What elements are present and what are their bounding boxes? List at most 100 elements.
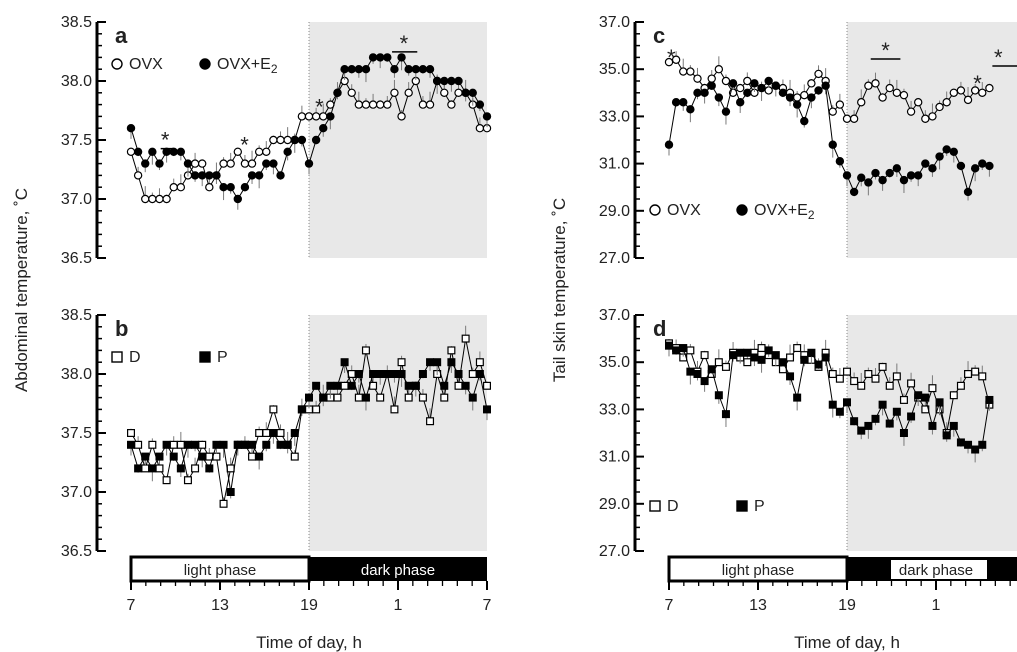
dark-phase-label: dark phase — [899, 562, 973, 579]
data-point — [461, 334, 470, 343]
data-point — [383, 370, 392, 379]
data-point — [233, 440, 242, 449]
data-point — [842, 367, 851, 376]
data-point — [141, 464, 150, 473]
data-point — [319, 393, 328, 402]
data-point — [361, 64, 371, 74]
data-point — [842, 171, 852, 180]
data-point — [906, 107, 916, 116]
data-point — [828, 400, 837, 409]
data-point — [679, 344, 688, 353]
light-phase-label: light phase — [722, 562, 795, 579]
data-point — [686, 346, 695, 355]
data-point — [482, 112, 492, 121]
data-point — [126, 429, 135, 438]
data-point — [786, 372, 795, 381]
data-point — [354, 370, 363, 379]
data-point — [440, 76, 449, 86]
data-point — [205, 182, 214, 192]
data-point — [226, 182, 235, 192]
data-point — [785, 93, 795, 102]
data-point — [864, 421, 873, 430]
data-point — [254, 147, 264, 156]
data-point — [842, 114, 852, 123]
data-point — [714, 391, 723, 400]
data-point — [376, 100, 385, 109]
data-point — [914, 98, 923, 107]
data-point — [935, 152, 944, 161]
x-axis-label: Time of day, h — [794, 633, 900, 652]
data-point — [176, 147, 186, 156]
data-point — [397, 53, 406, 62]
data-point — [800, 90, 809, 100]
data-point — [276, 135, 285, 145]
data-point — [807, 79, 816, 88]
data-point — [141, 194, 150, 204]
data-point — [835, 100, 845, 109]
data-point — [949, 391, 958, 400]
data-point — [155, 452, 164, 461]
legend-marker — [736, 204, 748, 216]
data-point — [764, 346, 773, 355]
data-point — [928, 421, 937, 430]
data-point — [985, 161, 994, 171]
data-point — [736, 83, 745, 93]
data-point — [233, 147, 242, 156]
y-tick-label: 31.0 — [599, 156, 630, 173]
data-point — [978, 372, 987, 381]
data-point — [240, 159, 250, 168]
data-point — [219, 159, 228, 168]
data-point — [340, 381, 349, 390]
data-point — [219, 182, 228, 192]
y-tick-label: 38.0 — [61, 73, 92, 90]
data-point — [219, 499, 228, 508]
data-point — [283, 147, 292, 156]
data-point — [141, 159, 150, 168]
panel-label: c — [653, 23, 665, 48]
data-point — [248, 452, 257, 461]
data-point — [269, 405, 278, 414]
data-point — [240, 440, 249, 449]
data-point — [985, 395, 994, 404]
data-point — [475, 123, 485, 133]
data-point — [664, 57, 674, 67]
data-point — [233, 194, 242, 204]
significance-asterisk: * — [161, 128, 170, 153]
data-point — [679, 67, 688, 76]
data-point — [197, 159, 207, 168]
data-point — [155, 464, 164, 473]
data-point — [978, 159, 987, 168]
data-point — [721, 362, 730, 371]
data-point — [714, 93, 724, 102]
data-point — [721, 410, 730, 419]
data-point — [226, 488, 235, 497]
data-point — [468, 88, 477, 98]
significance-asterisk: * — [667, 45, 676, 70]
data-point — [269, 159, 278, 168]
y-tick-label: 29.0 — [599, 496, 630, 513]
significance-asterisk: * — [315, 95, 324, 120]
data-point — [397, 370, 406, 379]
panel-label: b — [115, 316, 128, 341]
data-point — [928, 112, 937, 121]
data-point — [807, 348, 816, 357]
data-point — [743, 348, 752, 357]
data-point — [468, 393, 477, 402]
data-point — [814, 86, 823, 95]
dark-phase-label: dark phase — [361, 562, 435, 579]
data-point — [126, 147, 136, 156]
data-point — [333, 393, 342, 402]
data-point — [376, 393, 385, 402]
legend-marker — [111, 58, 123, 70]
light-phase-bar — [667, 555, 849, 583]
data-point — [899, 175, 909, 185]
data-point — [871, 414, 880, 423]
data-point — [928, 384, 937, 393]
data-point — [283, 135, 292, 145]
y-tick-label: 31.0 — [599, 449, 630, 466]
data-point — [162, 476, 171, 485]
legend-label: P — [754, 498, 765, 515]
data-point — [764, 76, 773, 86]
data-point — [418, 100, 428, 109]
significance-asterisk: * — [881, 38, 890, 63]
